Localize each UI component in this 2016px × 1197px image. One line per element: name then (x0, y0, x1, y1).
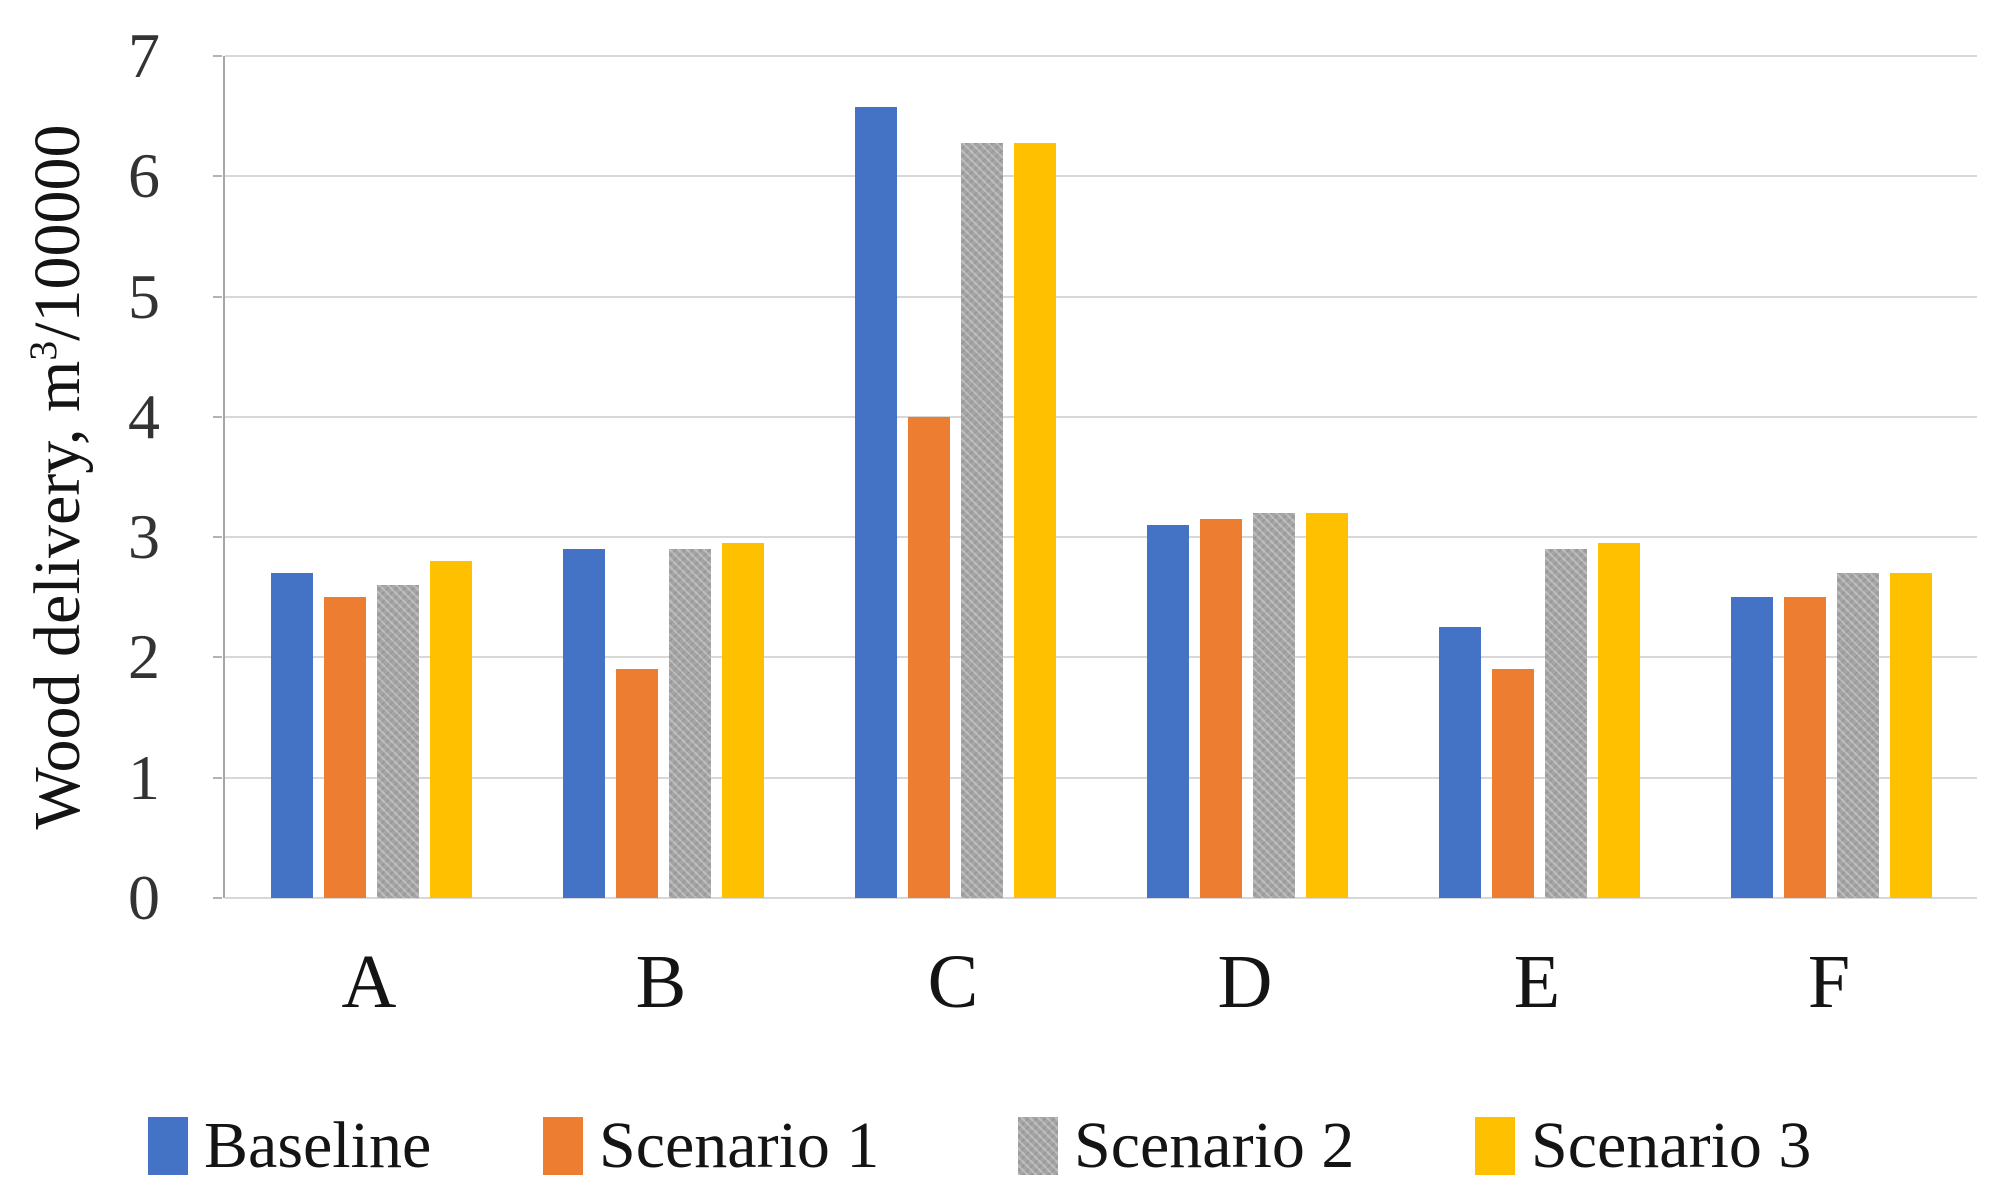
bar-E-scenario-2 (1544, 549, 1587, 898)
bar-E-scenario-1 (1491, 669, 1534, 898)
bar-E-baseline (1438, 627, 1481, 898)
gridline-y-0 (225, 897, 1977, 899)
bar-F-baseline (1730, 597, 1773, 898)
gridline-y-7 (225, 55, 1977, 57)
x-category-label-D: D (1217, 940, 1273, 1024)
legend-swatch-baseline (148, 1117, 188, 1175)
y-tick-label-6: 6 (128, 140, 160, 212)
gridline-y-3 (225, 536, 1977, 539)
bar-C-scenario-3 (1013, 142, 1056, 898)
bar-A-baseline (270, 573, 313, 898)
y-tick-label-2: 2 (128, 621, 160, 693)
bar-D-scenario-2 (1252, 513, 1295, 898)
bar-C-scenario-2 (960, 142, 1003, 898)
x-category-label-B: B (635, 940, 687, 1024)
legend-item-scenario-2: Scenario 2 (1018, 1096, 1354, 1196)
x-category-label-F: F (1807, 940, 1851, 1024)
legend-item-scenario-1: Scenario 1 (543, 1096, 879, 1196)
y-axis-tickmark-6 (213, 175, 222, 178)
y-tick-label-7: 7 (128, 20, 160, 91)
legend-swatch-scenario-2 (1018, 1117, 1058, 1175)
y-tick-label-1: 1 (128, 741, 160, 813)
bar-D-baseline (1146, 525, 1189, 898)
bar-D-scenario-1 (1199, 519, 1242, 898)
bar-B-scenario-3 (721, 543, 764, 898)
gridline-y-5 (225, 295, 1977, 298)
bar-A-scenario-2 (376, 585, 419, 898)
legend-swatch-scenario-1 (543, 1117, 583, 1175)
y-axis-tickmark-5 (213, 295, 222, 298)
x-category-label-C: C (927, 940, 979, 1024)
legend-label-baseline: Baseline (204, 1109, 432, 1182)
legend-label-scenario-1: Scenario 1 (599, 1109, 880, 1182)
gridline-y-2 (225, 656, 1977, 659)
x-category-label-A: A (341, 940, 397, 1024)
bar-C-scenario-1 (907, 416, 950, 898)
gridline-y-4 (225, 415, 1977, 418)
plot-area (223, 55, 1977, 899)
legend-swatch-scenario-3 (1475, 1117, 1515, 1175)
y-axis-tickmark-7 (213, 55, 222, 57)
y-axis-tickmark-4 (213, 415, 222, 418)
y-tick-label-5: 5 (128, 260, 160, 332)
bar-F-scenario-2 (1836, 573, 1879, 898)
y-axis-tickmark-0 (213, 897, 222, 899)
bar-A-scenario-3 (429, 561, 472, 898)
y-axis-tickmark-3 (213, 536, 222, 539)
bar-F-scenario-3 (1889, 573, 1932, 898)
bar-B-scenario-1 (615, 669, 658, 898)
y-tick-label-0: 0 (128, 862, 160, 933)
bar-C-baseline (854, 106, 897, 898)
y-axis-tickmark-1 (213, 776, 222, 779)
legend-item-baseline: Baseline (148, 1096, 431, 1196)
x-category-label-E: E (1513, 940, 1561, 1024)
legend-label-scenario-2: Scenario 2 (1074, 1109, 1355, 1182)
y-axis-tickmark-2 (213, 656, 222, 659)
bar-E-scenario-3 (1597, 543, 1640, 898)
bar-B-scenario-2 (668, 549, 711, 898)
gridline-y-1 (225, 776, 1977, 779)
y-axis-title-superscript: 3 (21, 340, 65, 361)
legend-item-scenario-3: Scenario 3 (1475, 1096, 1811, 1196)
legend-label-scenario-3: Scenario 3 (1531, 1109, 1812, 1182)
y-tick-label-3: 3 (128, 501, 160, 573)
gridline-y-6 (225, 175, 1977, 178)
bar-D-scenario-3 (1305, 513, 1348, 898)
bar-A-scenario-1 (323, 597, 366, 898)
bar-B-baseline (562, 549, 605, 898)
bar-F-scenario-1 (1783, 597, 1826, 898)
legend: Baseline Scenario 1 Scenario 2 Scenario 3 (0, 1096, 2016, 1196)
y-tick-label-4: 4 (128, 380, 160, 452)
